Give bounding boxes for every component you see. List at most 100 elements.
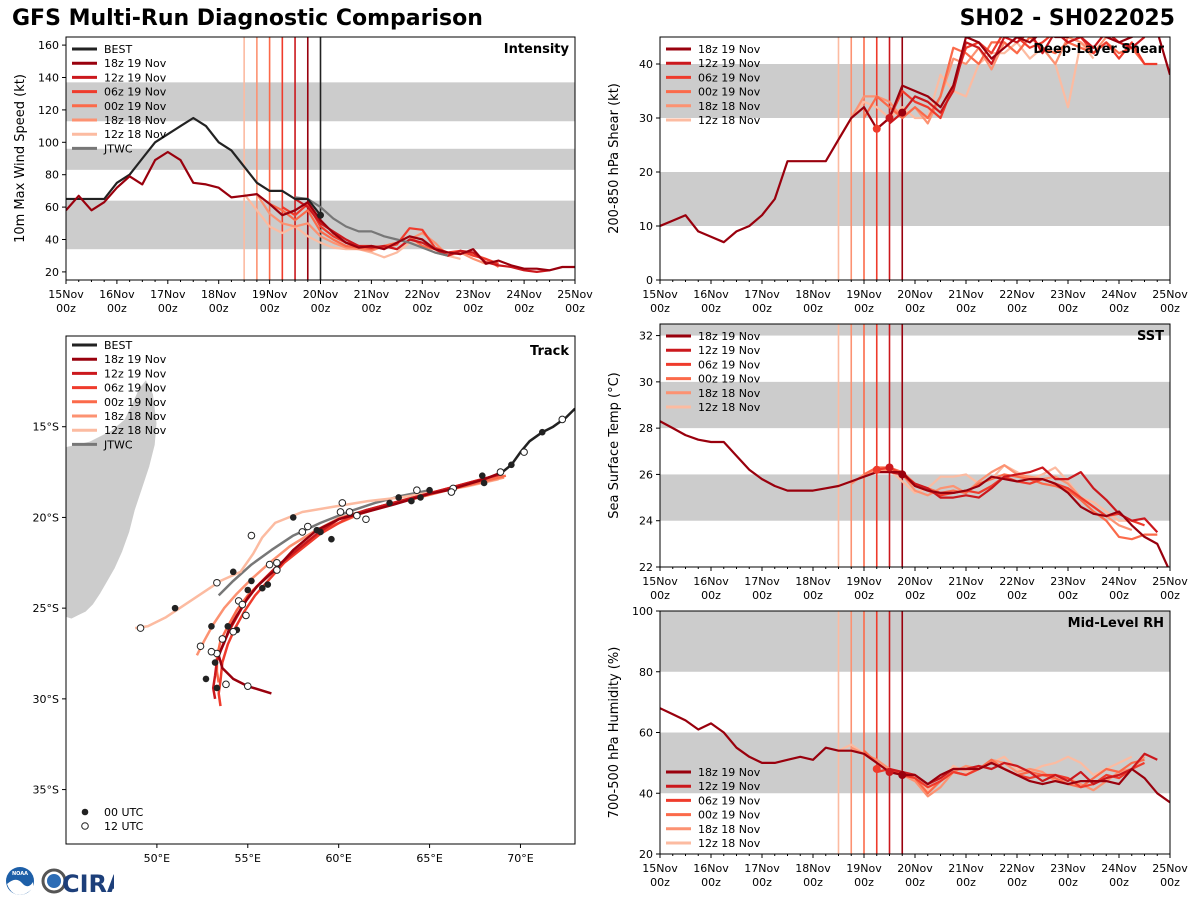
track-legend-label: JTWC xyxy=(103,438,133,451)
sst-ytick-label: 32 xyxy=(639,330,653,343)
track-12z-18-nov xyxy=(134,478,499,630)
track-point-00utc xyxy=(386,499,393,507)
rh-xtick-day: 20Nov xyxy=(897,862,933,875)
sst-init-marker xyxy=(872,465,881,474)
track-point-12utc xyxy=(218,635,227,643)
shear-ytick-label: 0 xyxy=(646,274,653,287)
sst-series-12z-19-nov xyxy=(889,466,1159,534)
track-panel: 50°E 55°E 60°E 65°E 70°E 15°S 20°S 25°S 30°S 35°S… xyxy=(33,335,576,865)
track-point-00utc xyxy=(538,428,546,436)
track-point-00utc xyxy=(259,584,266,592)
rh-legend-label: 06z 19 Nov xyxy=(698,794,761,807)
track-point-12utc xyxy=(338,499,347,507)
rh-legend-label: 12z 19 Nov xyxy=(698,780,761,793)
intensity-legend-label: 12z 19 Nov xyxy=(104,71,167,84)
intensity-legend-label: 18z 19 Nov xyxy=(104,57,167,70)
sst-xtick-hour: 00z xyxy=(1109,589,1129,602)
intensity-xtick-hour: 00z xyxy=(463,302,483,315)
sst-panel-title: SST xyxy=(1137,329,1164,344)
rh-init-marker xyxy=(885,767,894,776)
rh-xtick-day: 22Nov xyxy=(999,862,1035,875)
intensity-xtick-hour: 00z xyxy=(514,302,534,315)
sst-legend-label: 12z 19 Nov xyxy=(698,344,761,357)
shear-xtick-day: 23Nov xyxy=(1050,288,1086,301)
track-point-00utc xyxy=(211,659,219,666)
rh-xtick-hour: 00z xyxy=(650,876,670,889)
intensity-ytick-label: 40 xyxy=(45,234,59,247)
track-point-12utc xyxy=(496,468,505,476)
sst-ytick-label: 22 xyxy=(639,561,653,574)
shear-xtick-day: 15Nov xyxy=(642,288,678,301)
shear-xtick-day: 21Nov xyxy=(948,288,984,301)
rh-xtick-hour: 00z xyxy=(854,876,874,889)
sst-xtick-day: 16Nov xyxy=(693,575,729,588)
track-legend-label: 18z 18 Nov xyxy=(104,410,167,423)
track-plot-area xyxy=(66,378,575,707)
sst-ylabel: Sea Surface Temp (°C) xyxy=(607,372,622,519)
sst-xtick-hour: 00z xyxy=(905,589,925,602)
track-ytick-label: 30°S xyxy=(33,693,59,706)
intensity-xtick-hour: 00z xyxy=(565,302,585,315)
track-point-12utc xyxy=(273,566,281,574)
track-point-00utc xyxy=(213,684,221,692)
track-point-00utc xyxy=(317,528,324,536)
shear-xtick-hour: 00z xyxy=(956,302,976,315)
intensity-xtick-hour: 00z xyxy=(260,302,280,315)
rh-xtick-day: 19Nov xyxy=(846,862,882,875)
track-point-12utc xyxy=(222,680,230,689)
track-point-12utc xyxy=(447,488,456,496)
sst-xtick-hour: 00z xyxy=(752,589,772,602)
rh-panel-title: Mid-Level RH xyxy=(1068,616,1164,631)
track-point-12utc xyxy=(213,578,221,587)
rh-xtick-hour: 00z xyxy=(905,876,925,889)
rh-ytick-label: 60 xyxy=(639,727,653,740)
sst-ytick-label: 30 xyxy=(639,376,653,389)
shear-xtick-hour: 00z xyxy=(650,302,670,315)
rh-init-marker xyxy=(898,771,907,780)
shear-init-marker xyxy=(885,114,894,122)
shear-series-12z-19-nov xyxy=(888,37,1146,125)
rh-init-marker xyxy=(872,764,881,773)
rh-ytick-label: 40 xyxy=(639,787,653,800)
track-point-00utc xyxy=(426,486,433,494)
shear-ytick-label: 40 xyxy=(639,58,653,71)
shear-series-06z-19-nov xyxy=(876,37,1158,130)
shear-xtick-day: 24Nov xyxy=(1101,288,1137,301)
shear-xtick-day: 18Nov xyxy=(795,288,831,301)
track-xtick-label: 50°E xyxy=(144,852,170,865)
shear-legend-label: 12z 18 Nov xyxy=(698,114,761,127)
track-point-00utc xyxy=(417,494,424,501)
intensity-ytick-label: 100 xyxy=(38,136,59,149)
intensity-xtick-hour: 00z xyxy=(107,302,127,315)
track-frame xyxy=(65,335,576,845)
intensity-best-current-point xyxy=(317,211,324,219)
sst-band xyxy=(660,324,1170,336)
intensity-xtick-day: 23Nov xyxy=(455,288,491,301)
intensity-legend-label: 06z 19 Nov xyxy=(104,86,167,99)
sst-xtick-hour: 00z xyxy=(854,589,874,602)
track-ytick-label: 15°S xyxy=(33,421,59,434)
rh-legend-label: 00z 19 Nov xyxy=(698,809,761,822)
track-point-12utc xyxy=(207,647,216,656)
intensity-series-jtwc xyxy=(294,196,449,257)
shear-xtick-day: 19Nov xyxy=(846,288,882,301)
track-point-00utc xyxy=(248,577,255,585)
track-point-00utc xyxy=(171,604,179,612)
track-point-12utc xyxy=(353,511,361,520)
storm-id-title: SH02 - SH022025 xyxy=(959,6,1175,31)
sst-xtick-hour: 00z xyxy=(650,589,670,602)
track-point-12utc xyxy=(136,624,145,632)
rh-panel: 15Nov00z16Nov00z17Nov00z18Nov00z19Nov00z… xyxy=(607,605,1188,889)
intensity-xtick-hour: 00z xyxy=(209,302,229,315)
intensity-xtick-day: 17Nov xyxy=(150,288,186,301)
track-marker-legend-label: 00 UTC xyxy=(104,806,144,819)
track-point-12utc xyxy=(243,682,252,690)
track-point-12utc xyxy=(345,508,354,516)
track-point-00utc xyxy=(408,497,415,505)
shear-ytick-label: 10 xyxy=(639,220,653,233)
sst-init-marker xyxy=(898,470,907,479)
track-point-12utc xyxy=(558,415,567,424)
